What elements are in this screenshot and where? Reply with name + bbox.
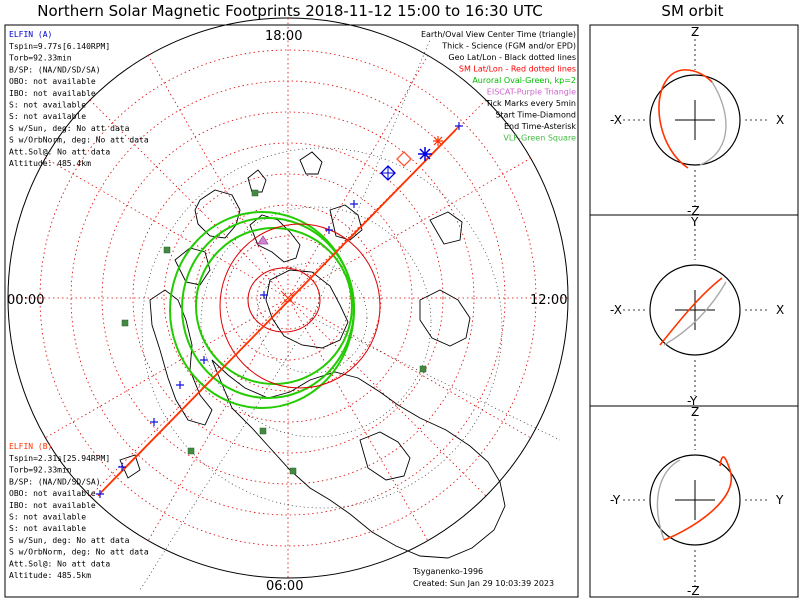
orbit-axis-label-bottom: -Y (687, 394, 698, 408)
orbit-axis-label-right: X (776, 113, 784, 127)
tick-mark (455, 122, 463, 130)
elfin_b-line: B/SP: (NA/ND/SD/SA) (9, 477, 101, 486)
legend-item: Thick - Science (FGM and/or EPD) (441, 42, 576, 51)
center-marker (281, 291, 295, 305)
tick-mark (350, 200, 358, 208)
elfin_b-line: Tspin=2.31s[25.94RPM] (9, 454, 110, 463)
vlf-station-marker (289, 467, 297, 475)
orbit-axis-label-left: -Y (610, 493, 621, 507)
elfin_b-line: S w/OrbNorm, deg: No att data (9, 548, 149, 557)
orbit-axis-label-bottom: -Z (687, 584, 700, 598)
mlt-label-bottom: 06:00 (266, 579, 303, 594)
legend-item: Earth/Oval View Center Time (triangle) (421, 30, 576, 39)
orbit-axis-label-top: Y (690, 215, 699, 229)
legend-item: Geo Lat/Lon - Black dotted lines (448, 53, 576, 62)
elfin_a-line: Altitude: 485.4km (9, 159, 91, 168)
vlf-station-marker (163, 246, 171, 254)
polar-plot-frame (4, 24, 579, 598)
orbit-axis-label-right: X (776, 303, 784, 317)
legend: Earth/Oval View Center Time (triangle) Th… (421, 30, 576, 143)
tick-mark (176, 381, 184, 389)
vlf-station-marker (259, 427, 267, 435)
legend-item: Start Time-Diamond (495, 111, 576, 120)
elfin_b-line: Altitude: 485.5km (9, 571, 91, 580)
vlf-station-marker (251, 189, 259, 197)
mlt-label-top: 18:00 (265, 29, 302, 44)
elfin_a-line: S w/Sun, deg: No att data (9, 124, 130, 133)
track-ticks (96, 122, 463, 498)
continent-outlines (119, 151, 506, 559)
elfin_a-line: Torb=92.33min (9, 54, 72, 63)
tick-mark (325, 226, 333, 234)
legend-item: Tick Marks every 5min (485, 99, 576, 108)
elfin-b-info: Tspin=2.31s[25.94RPM] Torb=92.33min B/SP: … (9, 454, 149, 580)
elfin-b-name: ELFIN (B) (9, 442, 52, 451)
elfin_b-line: IBO: not available (9, 501, 96, 510)
elfin_a-line: IBO: not available (9, 89, 96, 98)
orbit-axis-label-top: Z (691, 405, 699, 419)
legend-item: SM Lat/Lon - Red dotted lines (459, 65, 576, 74)
orbit-axis-label-right: Y (775, 493, 784, 507)
eiscat-triangle (257, 235, 269, 245)
orbit-panel-yz: Z -Z -Y Y (610, 405, 784, 598)
tick-mark (200, 356, 208, 364)
vlf-station-marker (121, 319, 129, 327)
start-diamond-a (380, 165, 396, 181)
sm-pole-markers (219, 223, 381, 389)
elfin_b-line: S: not available (9, 513, 86, 522)
elfin_a-line: Tspin=9.77s[6.140RPM] (9, 42, 110, 51)
vlf-stations (121, 189, 427, 475)
start-diamond-b (396, 151, 412, 167)
elfin-a-name: ELFIN (A) (9, 30, 52, 39)
elfin_b-line: S: not available (9, 524, 86, 533)
elfin_a-line: Att.Sol@: No att data (9, 147, 110, 156)
orbit-axis-label-left: -X (610, 113, 622, 127)
elfin_a-line: S: not available (9, 101, 86, 110)
orbit-panel-frame (589, 24, 799, 598)
tick-mark (260, 291, 268, 299)
created-credit: Created: Sun Jan 29 10:03:39 2023 (413, 579, 554, 588)
end-asterisk-b (433, 136, 443, 146)
tick-mark (96, 490, 104, 498)
footprint-track (97, 125, 460, 497)
sm-orbit-panels: Z -Z -X X Y -Y -X X Z -Z -Y Y (610, 25, 784, 598)
mlt-label-left: 00:00 (7, 293, 44, 308)
orbit-panel-xz: Z -Z -X X (610, 25, 784, 218)
vlf-station-marker (419, 365, 427, 373)
page-title: Northern Solar Magnetic Footprints 2018-… (37, 2, 543, 20)
elfin_a-line: S: not available (9, 112, 86, 121)
tick-mark (118, 463, 126, 471)
elfin_a-line: S w/OrbNorm, deg: No att data (9, 136, 149, 145)
model-credit: Tsyganenko-1996 (412, 567, 483, 576)
tick-mark (150, 418, 158, 426)
orbit-axis-label-left: -X (610, 303, 622, 317)
orbit-axis-label-bottom: -Z (687, 204, 700, 218)
end-asterisk (418, 147, 432, 161)
legend-item: End Time-Asterisk (504, 122, 576, 131)
elfin_a-line: OBO: not available (9, 77, 96, 86)
legend-item: Auroral Oval-Green, kp=2 (472, 76, 576, 85)
elfin_b-line: Att.Sol@: No att data (9, 559, 110, 568)
orbit-panel-xy: Y -Y -X X (610, 215, 784, 408)
elfin-a-info: Tspin=9.77s[6.140RPM] Torb=92.33min B/SP: … (9, 42, 149, 168)
legend-item: EISCAT-Purple Triangle (487, 88, 576, 97)
orbit-title: SM orbit (661, 2, 724, 20)
vlf-station-marker (187, 447, 195, 455)
elfin_b-line: Torb=92.33min (9, 466, 72, 475)
mlt-label-right: 12:00 (530, 293, 567, 308)
elfin_b-line: S w/Sun, deg: No att data (9, 536, 130, 545)
elfin_a-line: B/SP: (NA/ND/SD/SA) (9, 65, 101, 74)
legend-item: VLF-Green Square (503, 134, 576, 143)
elfin_b-line: OBO: not available (9, 489, 96, 498)
orbit-axis-label-top: Z (691, 25, 699, 39)
geo-grid (139, 39, 561, 591)
